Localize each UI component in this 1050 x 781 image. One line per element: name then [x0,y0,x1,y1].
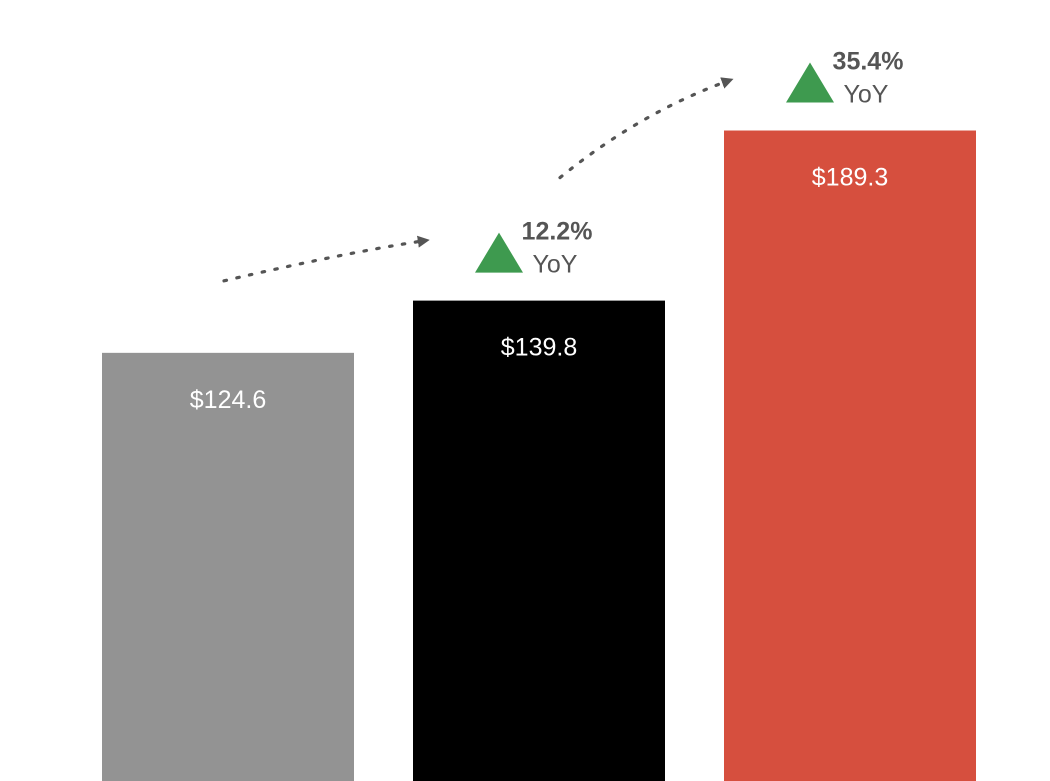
up-triangle-icon [475,232,523,273]
growth-percent-1: 12.2% [522,218,593,246]
trend-arrow-1 [222,235,430,283]
trend-arrow-2 [558,77,734,180]
bars-group: $124.6 $139.8 $189.3 [102,130,976,781]
bar-2 [413,300,665,781]
bar-3 [724,130,976,781]
bar-value-label-3: $189.3 [812,164,888,192]
bar-value-label-1: $124.6 [190,386,266,414]
growth-unit-label-2: YoY [844,81,889,109]
growth-unit-label-1: YoY [533,251,578,279]
bar-1 [102,352,354,781]
growth-annotations-group: 12.2% YoY 35.4% YoY [222,48,904,283]
growth-percent-2: 35.4% [833,48,904,76]
up-triangle-icon [786,62,834,103]
bar-value-label-2: $139.8 [501,334,577,362]
